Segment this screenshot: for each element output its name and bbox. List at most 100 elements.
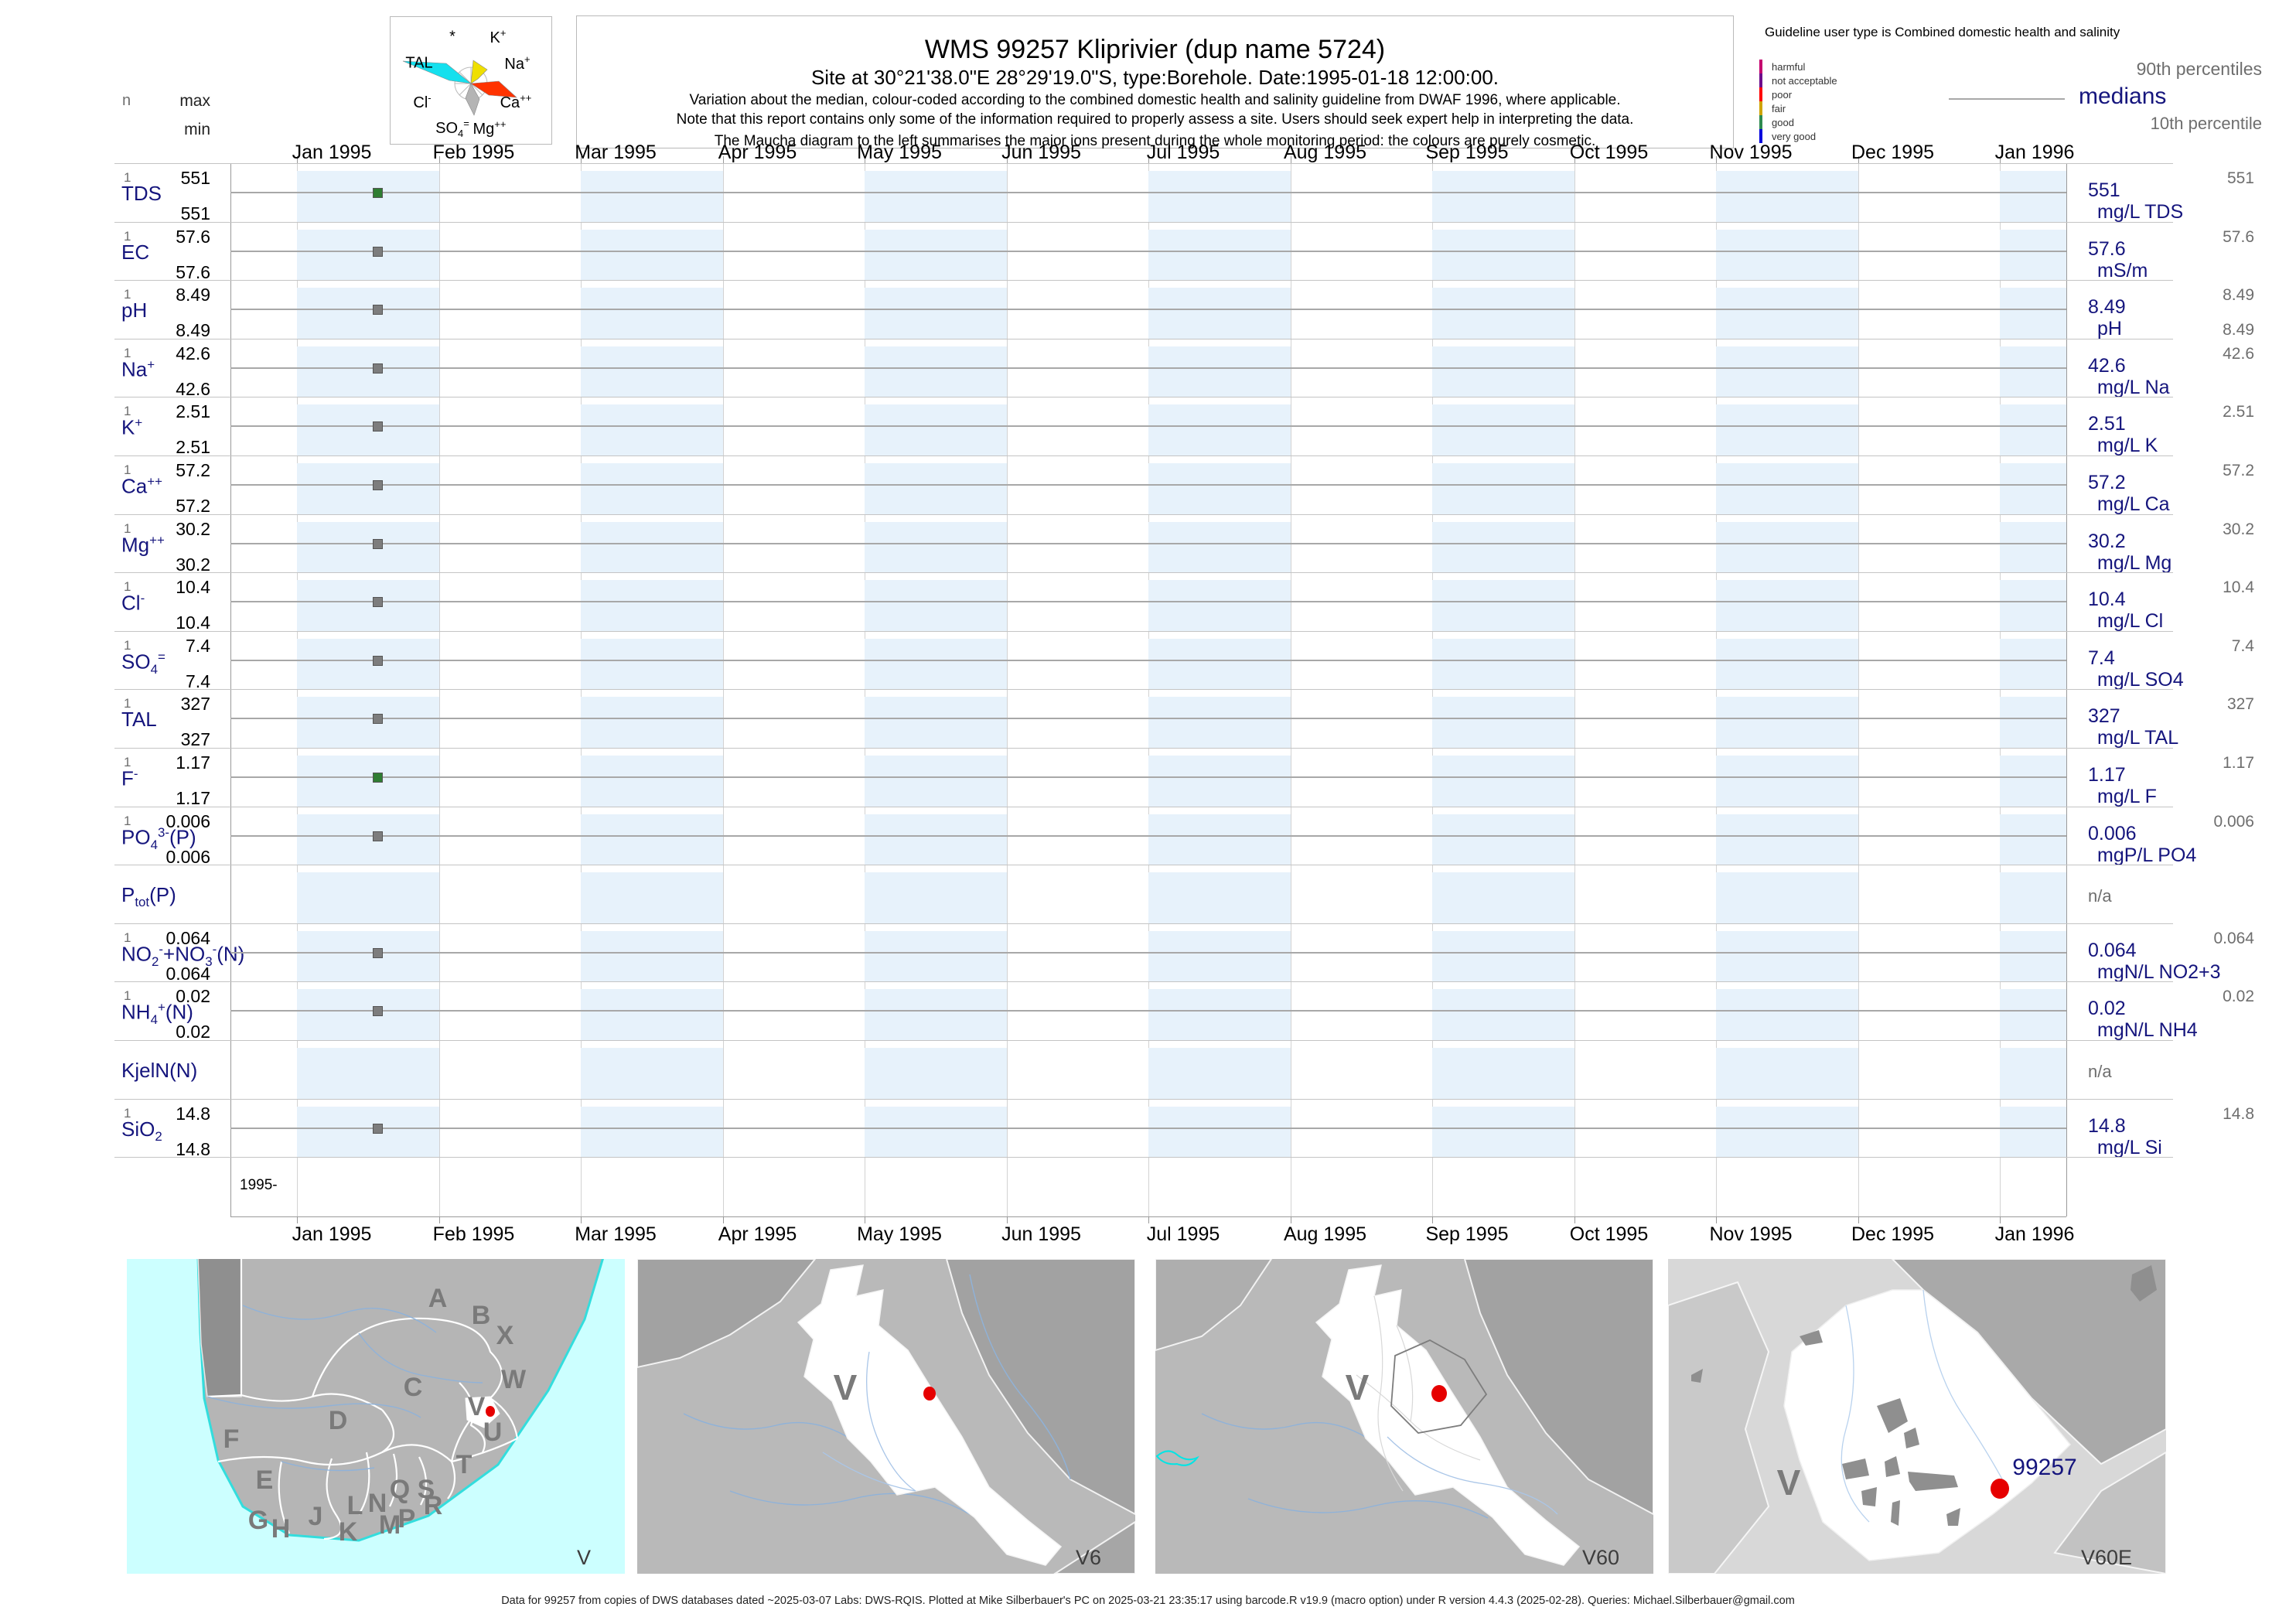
median-line bbox=[230, 484, 2066, 486]
median-line bbox=[230, 659, 2066, 661]
row-min-value: 0.02 bbox=[176, 1022, 210, 1042]
param-label: SO4= bbox=[121, 649, 165, 677]
axis-tick-bottom bbox=[2000, 1216, 2001, 1223]
alt-month-band bbox=[2000, 930, 2066, 982]
alt-month-band bbox=[2000, 872, 2066, 923]
alt-month-band bbox=[865, 171, 1007, 222]
guideline-class-swatch bbox=[1759, 87, 1762, 101]
p90-label: 90th percentiles bbox=[2136, 59, 2262, 79]
row-min-value: 30.2 bbox=[176, 554, 210, 575]
row-max-value: 327 bbox=[180, 694, 210, 715]
row-max-value: 551 bbox=[180, 168, 210, 188]
median-line bbox=[230, 718, 2066, 720]
site-subtitle: Site at 30°21'38.0"E 28°29'19.0"S, type:… bbox=[810, 66, 1499, 89]
median-line bbox=[230, 776, 2066, 778]
map-corner-label: V6 bbox=[1076, 1546, 1101, 1569]
alt-month-band bbox=[1148, 638, 1291, 690]
alt-month-band bbox=[865, 288, 1007, 339]
median-value: 1.17 bbox=[2088, 764, 2126, 786]
row-min-value: 0.006 bbox=[165, 846, 210, 867]
median-value: 42.6 bbox=[2088, 354, 2126, 377]
unit-label: mg/L Mg bbox=[2097, 551, 2172, 574]
axis-tick-bottom bbox=[1858, 1216, 1859, 1223]
alt-month-band bbox=[1148, 288, 1291, 339]
map-region-letter: H bbox=[271, 1514, 291, 1544]
row-n-count: 1 bbox=[124, 813, 131, 828]
alt-month-band bbox=[865, 580, 1007, 631]
alt-month-band bbox=[865, 463, 1007, 514]
row-max-value: 57.2 bbox=[176, 460, 210, 480]
month-label-top: May 1995 bbox=[857, 142, 942, 163]
alt-month-band bbox=[297, 404, 439, 455]
axis-tick-top bbox=[1574, 156, 1575, 163]
month-label-bottom: Aug 1995 bbox=[1283, 1223, 1367, 1245]
alt-month-band bbox=[581, 229, 723, 281]
sample-point bbox=[373, 1006, 384, 1017]
month-label-top: Apr 1995 bbox=[718, 142, 797, 163]
row-max-value: 1.17 bbox=[176, 752, 210, 773]
alt-month-band bbox=[297, 638, 439, 690]
alt-month-band bbox=[581, 930, 723, 982]
alt-month-band bbox=[1148, 580, 1291, 631]
param-label: Cl- bbox=[121, 591, 145, 615]
unit-label: mg/L F bbox=[2097, 786, 2157, 807]
alt-month-band bbox=[297, 463, 439, 514]
alt-month-band bbox=[1716, 930, 1858, 982]
param-label: Na+ bbox=[121, 357, 155, 381]
maucha-diagram: * K+ TAL Na+ Cl- Ca++ SO4= Mg++ bbox=[390, 16, 552, 145]
axis-tick-top bbox=[722, 156, 724, 163]
row-max-value: 10.4 bbox=[176, 577, 210, 598]
map-region-letter: V bbox=[468, 1392, 486, 1421]
param-label: F- bbox=[121, 766, 138, 790]
row-separator bbox=[114, 630, 2173, 632]
guideline-title: Guideline user type is Combined domestic… bbox=[1765, 25, 2120, 39]
sample-point bbox=[373, 655, 384, 666]
row-min-value: 14.8 bbox=[176, 1138, 210, 1159]
row-separator bbox=[114, 572, 2173, 574]
row-separator bbox=[114, 221, 2173, 223]
alt-month-band bbox=[1716, 521, 1858, 573]
row-n-count: 1 bbox=[124, 228, 131, 244]
map-region-letter: A bbox=[428, 1284, 448, 1313]
median-value: 57.2 bbox=[2088, 472, 2126, 493]
maucha-ion-label: Na+ bbox=[504, 53, 531, 73]
alt-month-band bbox=[1432, 756, 1574, 807]
param-label: PO43-(P) bbox=[121, 824, 196, 852]
alt-month-band bbox=[1432, 171, 1574, 222]
unit-label: pH bbox=[2097, 318, 2122, 340]
alt-month-band bbox=[297, 930, 439, 982]
alt-month-band bbox=[1716, 171, 1858, 222]
median-value: 14.8 bbox=[2088, 1114, 2126, 1137]
month-label-top: Jan 1995 bbox=[292, 142, 372, 163]
median-line bbox=[230, 951, 2066, 954]
unit-label: mgN/L NO2+3 bbox=[2097, 960, 2221, 983]
param-label: K+ bbox=[121, 415, 143, 440]
alt-month-band bbox=[297, 229, 439, 281]
col-header-n: n bbox=[122, 92, 131, 109]
alt-month-band bbox=[2000, 288, 2066, 339]
median-value: 0.064 bbox=[2088, 939, 2137, 961]
alt-month-band bbox=[2000, 580, 2066, 631]
page-title: WMS 99257 Kliprivier (dup name 5724) bbox=[924, 35, 1386, 64]
guideline-class-label: harmful bbox=[1772, 61, 1806, 73]
month-label-bottom: Jun 1995 bbox=[1001, 1223, 1081, 1245]
map-catchment-v60: V V60 bbox=[1155, 1259, 1653, 1574]
guideline-class-label: very good bbox=[1772, 131, 1817, 142]
map-region-v: V V6 bbox=[637, 1259, 1135, 1574]
alt-month-band bbox=[1148, 756, 1291, 807]
map-region-letter: V bbox=[834, 1367, 858, 1407]
p90-value: 327 bbox=[2226, 695, 2254, 714]
site-marker-dot bbox=[923, 1387, 936, 1401]
row-min-value: 8.49 bbox=[176, 320, 210, 341]
alt-month-band bbox=[865, 229, 1007, 281]
p90-value: 551 bbox=[2226, 169, 2254, 187]
month-label-top: Sep 1995 bbox=[1425, 142, 1509, 163]
median-line bbox=[230, 367, 2066, 369]
map-region-letter: B bbox=[472, 1301, 491, 1330]
alt-month-band bbox=[1716, 989, 1858, 1040]
month-label-bottom: Jul 1995 bbox=[1146, 1223, 1220, 1245]
axis-tick-bottom bbox=[1716, 1216, 1717, 1223]
alt-month-band bbox=[1148, 814, 1291, 865]
alt-month-band bbox=[581, 756, 723, 807]
site-number-label: 99257 bbox=[2012, 1455, 2076, 1480]
